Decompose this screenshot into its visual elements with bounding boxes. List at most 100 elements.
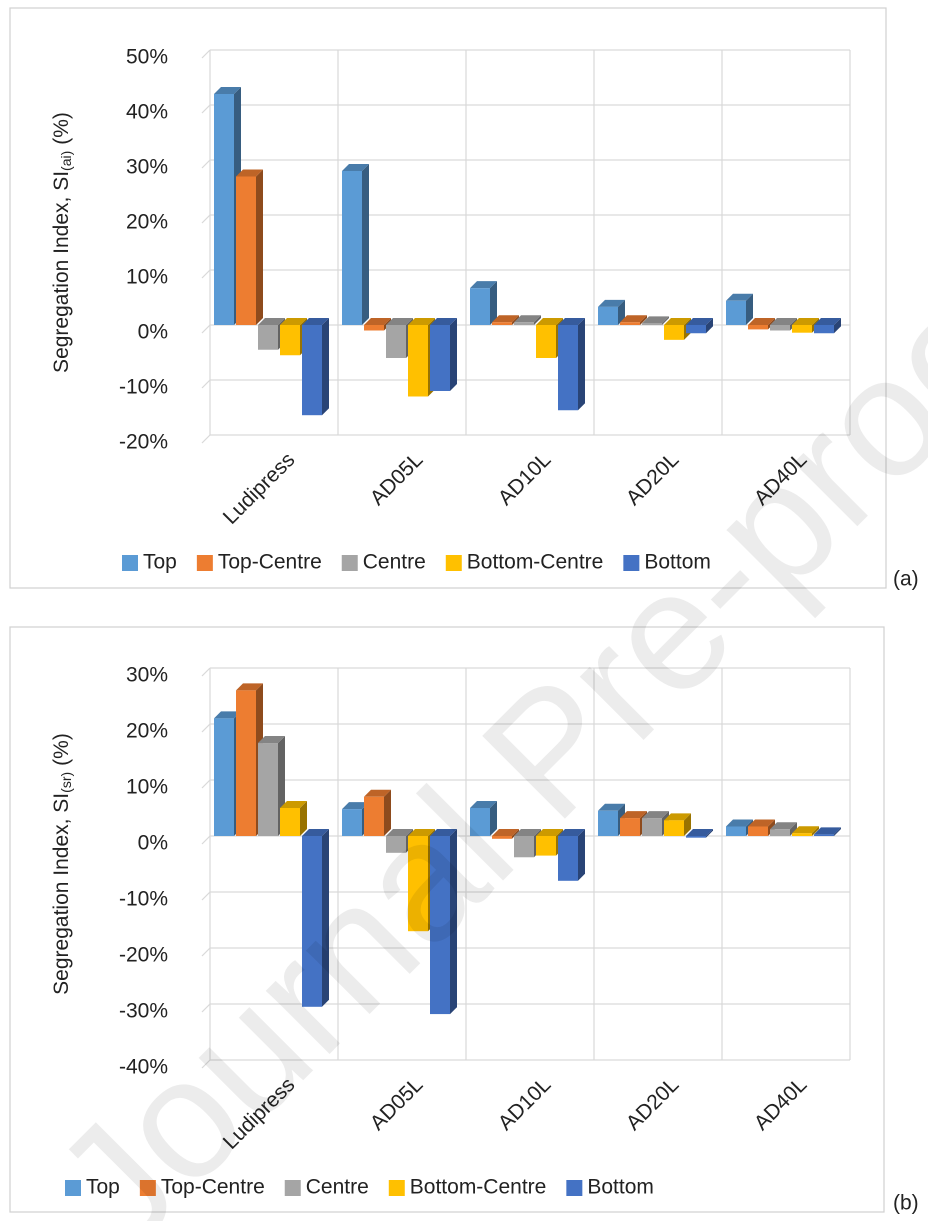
bar-top [470,281,497,289]
legend-item: Top [122,551,177,574]
bar-front [664,325,684,340]
bar-front [536,836,556,856]
grid-line-depth [201,667,211,677]
y-tick-label: -40% [119,1056,168,1079]
y-axis-label-main: Segregation Index, SI [50,171,73,373]
bar [726,293,753,325]
grid-line-depth [201,1059,211,1069]
bar-front [620,322,640,325]
legend-label: Bottom-Centre [467,551,604,574]
bar-front [726,300,746,325]
bar-front [558,325,578,411]
bar-front [598,810,618,836]
bar-front [214,94,234,325]
bar-side [812,826,819,836]
bar-side [790,822,797,836]
x-tick-label: Ludipress [219,448,300,529]
bar-top [536,829,563,836]
y-tick-label: 30% [126,664,168,687]
bar-top [598,299,625,307]
panel-label: (b) [893,1192,919,1215]
x-tick-label: AD10L [494,448,556,510]
bar-front [386,325,406,358]
grid-line-depth [201,214,211,224]
bar-top [236,169,263,177]
bar-top [726,819,753,827]
bar-top [236,683,263,691]
bar-side [618,299,625,325]
bar-top [814,827,841,835]
bar [302,829,329,1007]
legend-label: Top [86,1176,120,1199]
legend-swatch [139,1180,156,1196]
legend-item: Centre [341,551,426,574]
bar-top [364,789,391,797]
bar-front [342,171,362,325]
y-tick-label: 0% [138,321,168,344]
y-axis-label-suffix: (%) [50,112,73,145]
bar-top [430,318,457,325]
y-axis-label-suffix: (%) [50,733,73,766]
bar [748,819,775,836]
bar [686,318,713,334]
bar-front [364,796,384,836]
bar-side [662,316,669,325]
bar-top [642,811,669,819]
bar-top [748,318,775,325]
bar-top [214,87,241,94]
bar-front [258,325,278,350]
bar [492,315,519,325]
legend-swatch [65,1180,81,1196]
bar-top [386,318,413,325]
bar-front [408,325,428,397]
y-axis-label-subscript: (sr) [58,772,74,793]
legend-swatch [445,555,462,571]
bar-top [664,813,691,821]
bar-side [362,164,369,325]
legend-item: Bottom-Centre [388,1176,546,1199]
bar-front [642,323,662,325]
grid-line-depth [201,723,211,733]
bar-side [322,829,329,1007]
legend-item: Top-Centre [139,1176,265,1199]
panel-label: (a) [893,568,919,591]
bar-front [536,325,556,358]
bar-front [236,690,256,836]
legend-item: Bottom [566,1176,654,1199]
bar-front [342,809,362,836]
bar [342,164,369,325]
bar-front [642,818,662,836]
bar [258,736,285,836]
bar-front [664,820,684,836]
bar-side [534,315,541,325]
bar-side [640,315,647,325]
bar-top [726,293,753,301]
bar-side [384,789,391,836]
grid-line-depth [201,779,211,789]
bar-top [620,315,647,323]
bar-top [492,315,519,323]
bar-front [686,325,706,334]
bar-side [706,318,713,334]
bar-top [430,829,457,836]
bar-side [490,281,497,325]
bar-top [280,318,307,325]
bar-front [470,808,490,836]
bar [302,318,329,416]
y-tick-label: 20% [126,720,168,743]
y-tick-label: 20% [126,211,168,234]
bar [620,315,647,325]
bar-top [770,822,797,830]
grid-line-depth [201,891,211,901]
bar-side [768,819,775,836]
bar-top [342,802,369,810]
legend-label: Top-Centre [161,1176,265,1199]
bar-top [536,318,563,325]
bar-front [558,836,578,881]
bar-top [792,826,819,834]
bar [558,318,585,411]
bar-front [492,836,512,839]
bar-front [620,818,640,836]
bar [814,318,841,334]
